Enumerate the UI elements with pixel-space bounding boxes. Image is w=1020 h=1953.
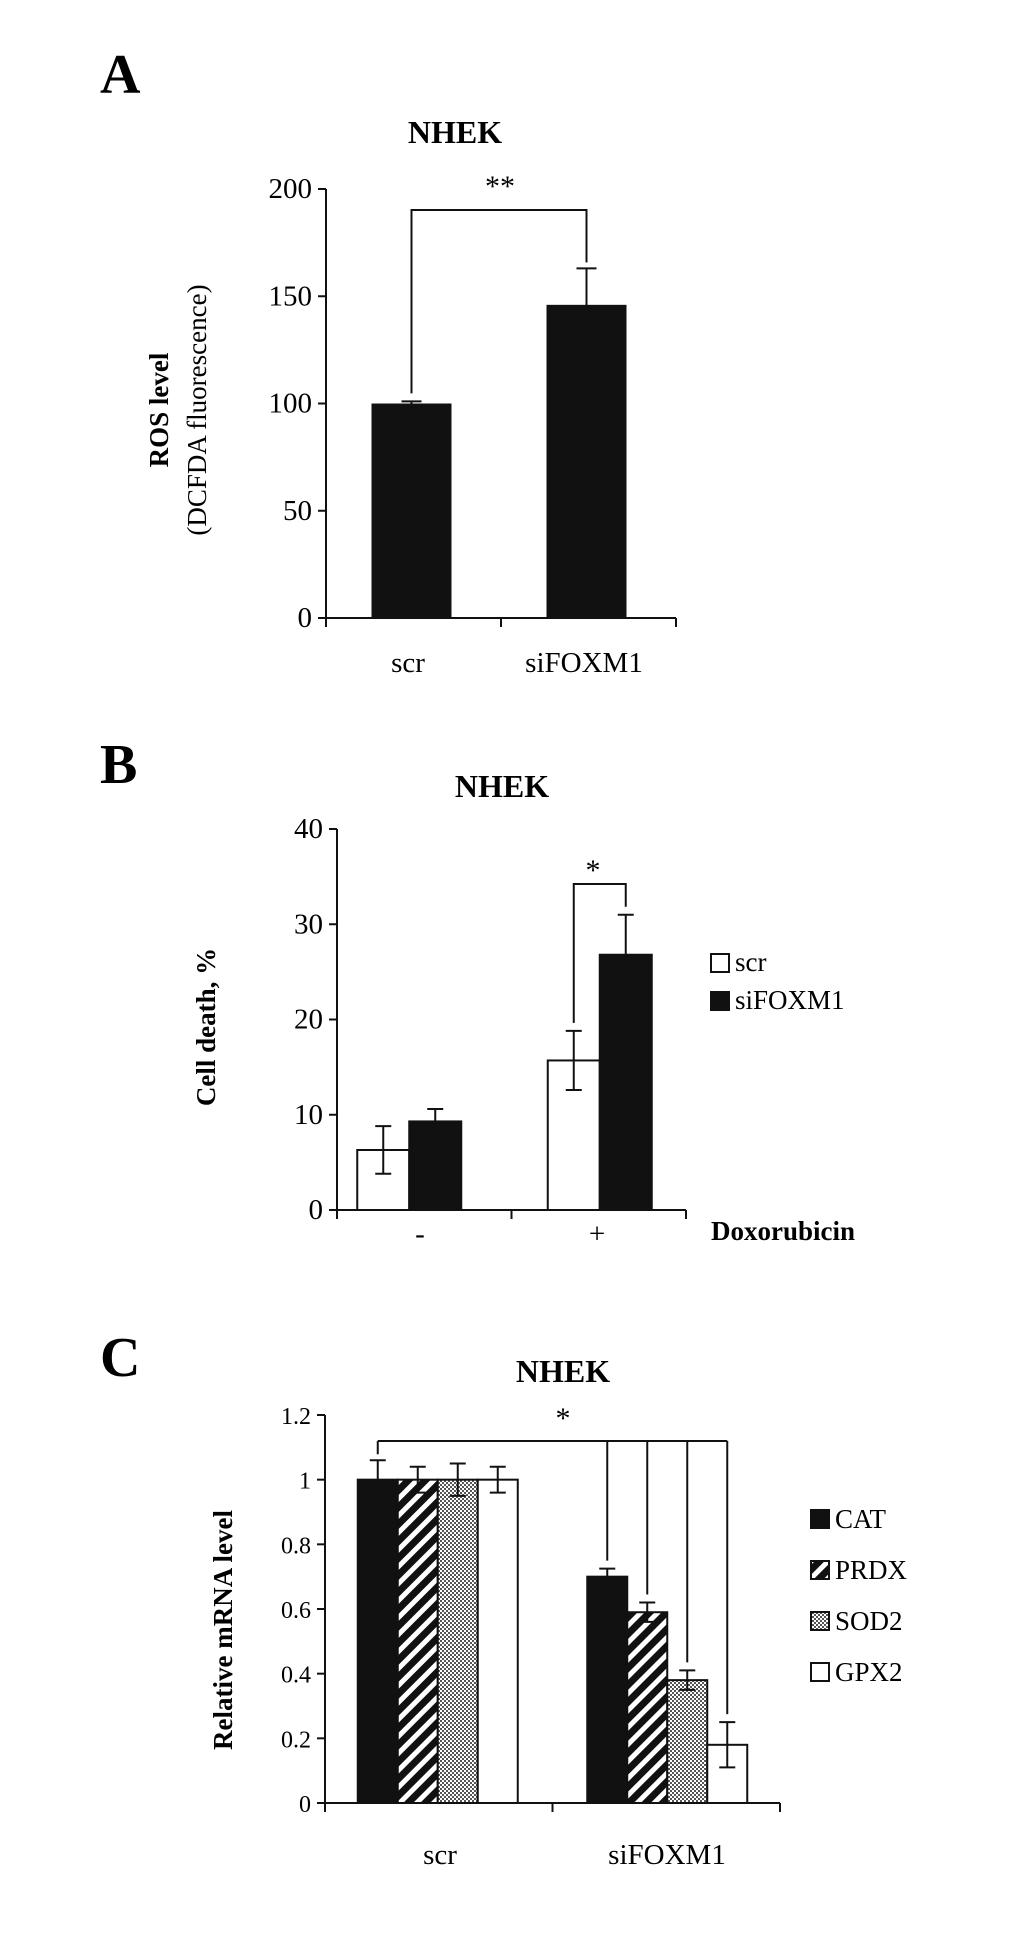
legend-swatch-gpx2 [810, 1662, 830, 1682]
panel-c-legend: CAT PRDX SOD2 GPX2 [810, 1504, 908, 1687]
panel-b-xlabel: Doxorubicin [711, 1216, 855, 1246]
panel-b-xtick-minus: - [415, 1218, 425, 1250]
panel-b: B NHEK Cell death, % 0 10 20 30 40 - + Doxor… [100, 734, 855, 1250]
panel-letter-b: B [100, 734, 137, 796]
panel-c-ytick-label: 0.4 [281, 1663, 311, 1689]
panel-a-ytick-label: 0 [298, 602, 313, 634]
bar-cat-sifoxm1 [586, 1575, 629, 1804]
panel-letter-c: C [100, 1327, 140, 1389]
panel-a-ytick-label: 150 [269, 280, 313, 312]
panel-b-ytick-label: 20 [294, 1004, 323, 1036]
panel-c-plot: 0 0.2 0.4 0.6 0.8 1 1.2 [281, 1404, 781, 1818]
panel-letter-a: A [100, 44, 141, 106]
bar-sod2-sifoxm1 [666, 1679, 709, 1804]
legend-swatch-scr [710, 953, 730, 973]
panel-c-ytick-label: 0.8 [281, 1533, 311, 1559]
bar-sifoxm1-minus [408, 1120, 463, 1211]
bar-prdx-sifoxm1 [626, 1611, 669, 1804]
panel-a-ylabel: ROS level [144, 352, 174, 467]
panel-a-xtick-scr: scr [391, 647, 425, 679]
bar-sifoxm1-plus [598, 953, 653, 1211]
panel-b-ytick-label: 40 [294, 813, 323, 845]
panel-b-title: NHEK [455, 768, 549, 804]
panel-a-title: NHEK [408, 114, 502, 150]
legend-swatch-sifoxm1 [710, 991, 730, 1011]
significance-bracket [410, 209, 588, 394]
bar-cat-scr [356, 1478, 399, 1804]
panel-c-xtick-sifoxm1: siFOXM1 [608, 1839, 726, 1871]
panel-b-legend: scr siFOXM1 [710, 947, 845, 1015]
panel-c-ytick-label: 0 [299, 1792, 311, 1818]
bar-gpx2-scr [476, 1478, 519, 1804]
panel-b-significance: * [586, 854, 601, 887]
legend-label-sod2: SOD2 [835, 1606, 903, 1636]
panel-a-y-axis: ROS level (DCFDA fluorescence) [144, 284, 212, 535]
panel-c-ytick-label: 0.2 [281, 1727, 311, 1753]
legend-swatch-cat [810, 1509, 830, 1529]
panel-b-ytick-label: 0 [309, 1194, 324, 1226]
legend-label-sifoxm1: siFOXM1 [735, 985, 845, 1015]
panel-c-ytick-label: 1 [299, 1469, 311, 1495]
panel-a-ytick-label: 200 [269, 173, 313, 205]
legend-swatch-prdx [810, 1560, 830, 1580]
panel-c-ytick-label: 1.2 [281, 1404, 311, 1430]
bar-prdx-scr [396, 1478, 439, 1804]
panel-a: A NHEK ROS level (DCFDA fluorescence) 0 5… [100, 44, 677, 679]
significance-bracket [572, 883, 627, 1023]
panel-a-ylabel-sub: (DCFDA fluorescence) [182, 284, 212, 535]
panel-a-xtick-sifoxm1: siFOXM1 [525, 647, 643, 679]
bar-sod2-scr [436, 1478, 479, 1804]
bar-sifoxm1 [546, 304, 627, 618]
legend-label-prdx: PRDX [835, 1555, 908, 1585]
panel-c-ylabel: Relative mRNA level [208, 1510, 238, 1750]
panel-b-ylabel: Cell death, % [191, 948, 221, 1106]
legend-swatch-sod2 [810, 1611, 830, 1631]
panel-c: C NHEK Relative mRNA level 0 0.2 0.4 0.6 0.8… [100, 1327, 908, 1871]
panel-b-plot: 0 10 20 30 40 [294, 813, 687, 1226]
panel-a-ytick-label: 50 [283, 495, 312, 527]
panel-a-plot: 0 50 100 150 200 [269, 173, 677, 634]
panel-a-significance: ** [485, 170, 515, 203]
panel-b-ytick-label: 30 [294, 908, 323, 940]
legend-label-cat: CAT [835, 1504, 887, 1534]
panel-c-significance: * [556, 1402, 571, 1435]
panel-c-ytick-label: 0.6 [281, 1598, 311, 1624]
legend-label-gpx2: GPX2 [835, 1657, 903, 1687]
panel-b-xtick-plus: + [589, 1218, 605, 1250]
panel-a-ytick-label: 100 [269, 388, 313, 420]
panel-b-ytick-label: 10 [294, 1099, 323, 1131]
legend-label-scr: scr [735, 947, 766, 977]
panel-c-xtick-scr: scr [423, 1839, 457, 1871]
panel-c-title: NHEK [516, 1353, 610, 1389]
bar-scr [371, 403, 452, 618]
